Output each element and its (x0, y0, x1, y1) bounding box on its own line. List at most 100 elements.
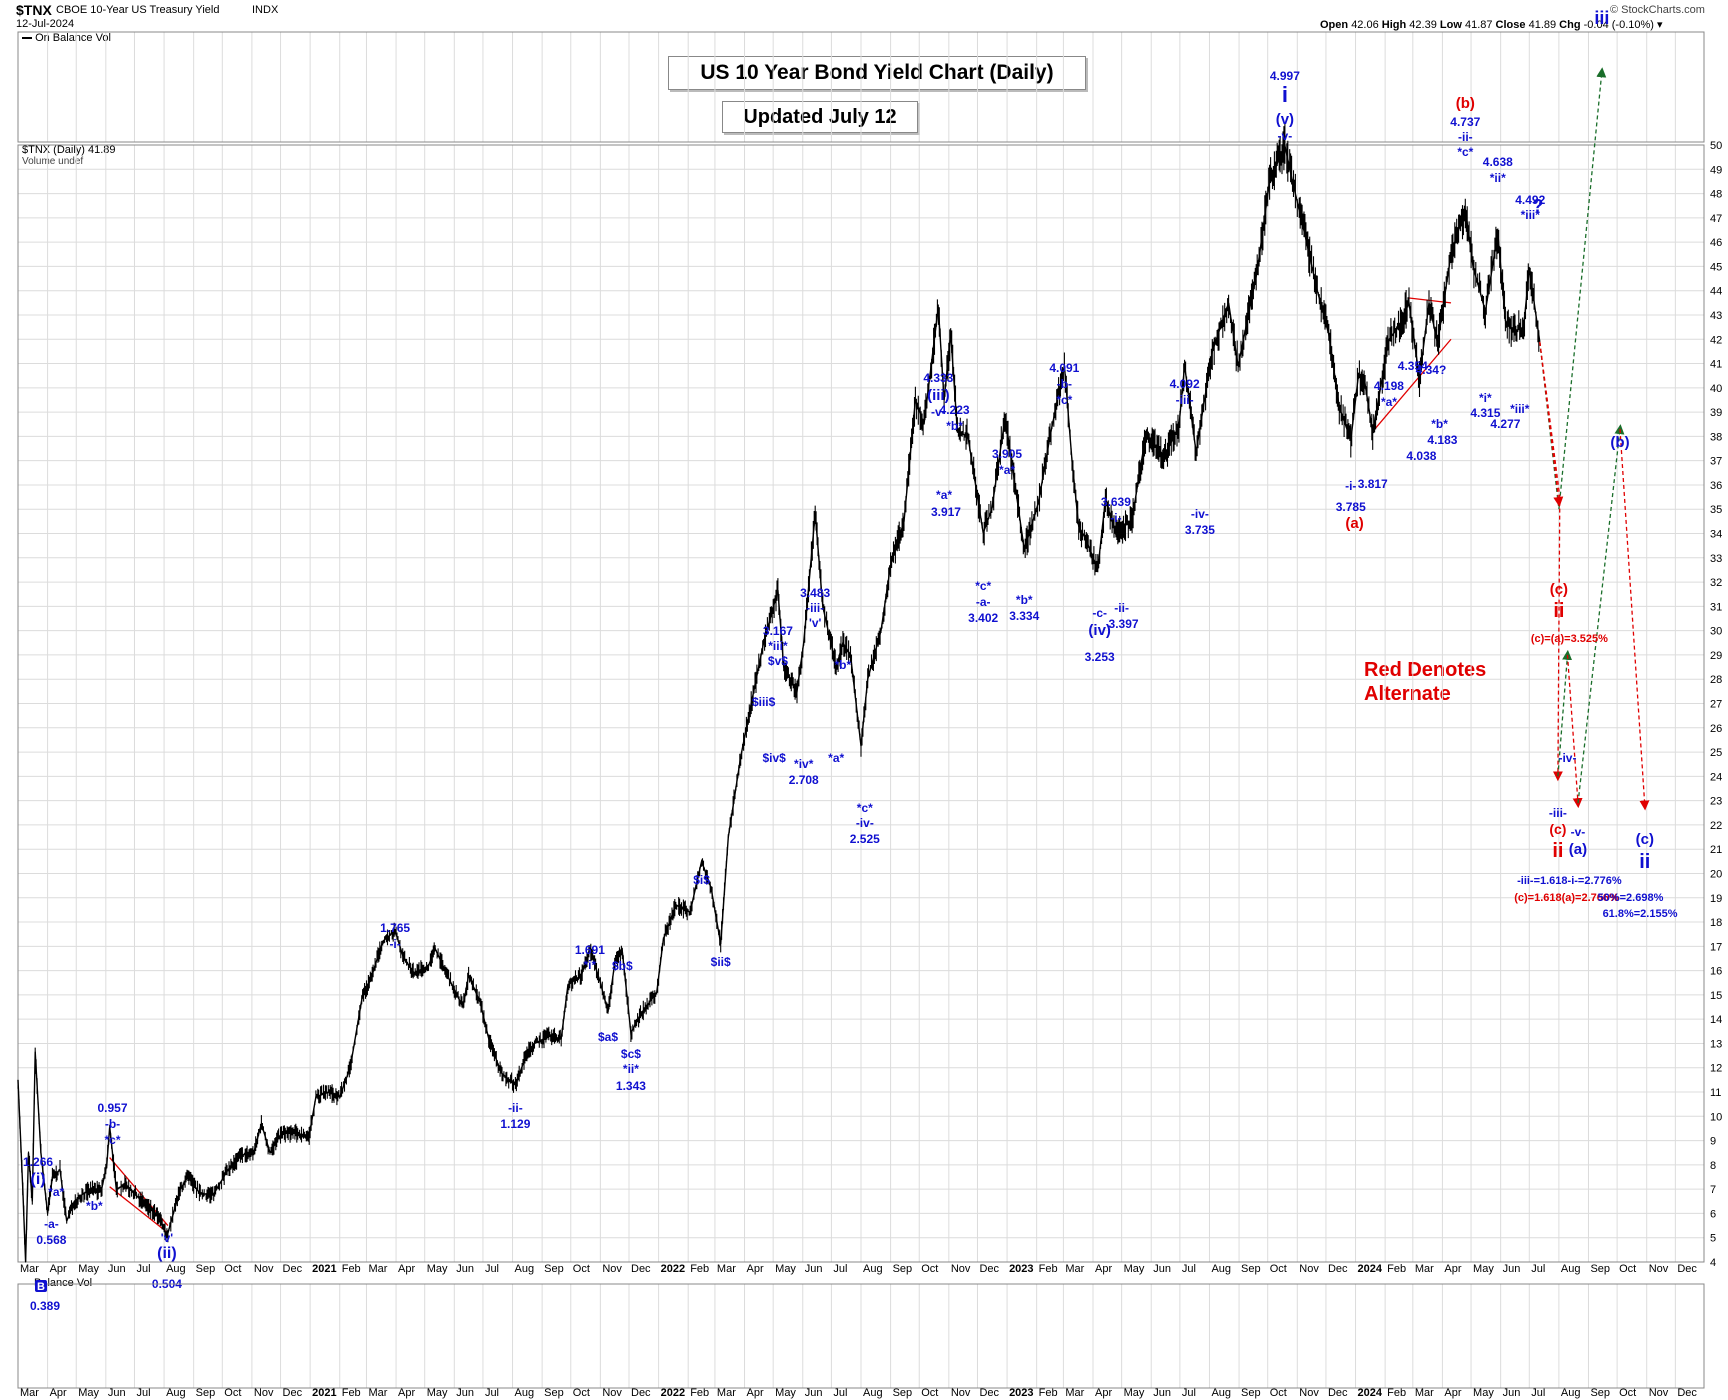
lower-x-tick-label: Apr (50, 1387, 67, 1399)
trendlines (109, 297, 1452, 1234)
x-tick-label: Jul (136, 1263, 150, 1275)
wave-label: 3.167 (763, 624, 793, 638)
wave-label: i (1282, 82, 1288, 107)
wave-label: 4.198 (1374, 379, 1404, 393)
wave-label: -v- (1571, 825, 1586, 839)
lower-x-tick-label: Sep (544, 1387, 564, 1399)
wave-label: -v- (1278, 129, 1293, 143)
x-tick-label: Feb (342, 1263, 361, 1275)
wave-label: ? (1532, 196, 1543, 216)
lower-x-tick-label: Sep (196, 1387, 216, 1399)
x-tick-label: Sep (1590, 1263, 1610, 1275)
high-value: 42.39 (1409, 19, 1437, 31)
y-tick-label: 23 (1710, 796, 1722, 808)
wave-label: 61.8%=2.155% (1603, 908, 1678, 920)
wave-label: 0.568 (36, 1233, 66, 1247)
y-tick-label: 14 (1710, 1014, 1722, 1026)
wave-label: ii (1553, 600, 1564, 622)
projection-red-v (1566, 654, 1583, 809)
lower-x-tick-label: Jun (1503, 1387, 1521, 1399)
x-tick-label: Dec (979, 1263, 999, 1275)
y-tick-label: 42 (1710, 334, 1722, 346)
x-tick-label: Feb (1387, 1263, 1406, 1275)
lower-legend: Balance Vol (34, 1277, 92, 1289)
lower-x-tick-label: Mar (1415, 1387, 1434, 1399)
projection-red-c-ii (1539, 341, 1564, 507)
y-tick-label: 26 (1710, 723, 1722, 735)
y-tick-label: 21 (1710, 844, 1722, 856)
lower-x-tick-label: Dec (1677, 1387, 1697, 1399)
y-tick-label: 18 (1710, 917, 1722, 929)
lower-x-tick-label: Mar (20, 1387, 39, 1399)
wave-label: 'v' (161, 1231, 174, 1245)
x-tick-label: Sep (1241, 1263, 1261, 1275)
wave-label: -ii- (508, 1101, 523, 1115)
wave-label: -i- (1110, 511, 1121, 525)
lower-x-tick-label: Mar (717, 1387, 736, 1399)
x-tick-label: Dec (631, 1263, 651, 1275)
y-tick-label: 45 (1710, 261, 1722, 273)
lower-x-tick-label: Apr (398, 1387, 415, 1399)
low-value: 41.87 (1464, 19, 1493, 31)
lower-x-tick-label: May (1473, 1387, 1494, 1399)
open-label: Open (1320, 19, 1349, 31)
x-tick-label: Jun (108, 1263, 126, 1275)
wave-label: (c) (1550, 581, 1568, 598)
y-tick-label: 29 (1710, 650, 1722, 662)
lower-x-tick-label: Oct (921, 1387, 938, 1399)
lower-x-tick-label: 2024 (1358, 1387, 1383, 1399)
x-tick-label: Mar (1415, 1263, 1434, 1275)
b-badge-icon (35, 1280, 47, 1292)
wave-label: *b* (86, 1199, 103, 1213)
x-tick-label: Nov (1299, 1263, 1319, 1275)
price-series (17, 123, 1541, 1263)
wave-label: 4.038 (1406, 449, 1436, 463)
wave-label: -i- (1345, 479, 1356, 493)
open-value: 42.06 (1351, 19, 1379, 31)
y-tick-label: 24 (1710, 771, 1722, 783)
lower-x-tick-label: Oct (573, 1387, 590, 1399)
ticker-symbol: $TNX (16, 2, 52, 18)
x-tick-label: Feb (690, 1263, 709, 1275)
x-tick-label: Jul (833, 1263, 847, 1275)
lower-x-tick-label: Jul (833, 1387, 847, 1399)
x-tick-label: Apr (1444, 1263, 1461, 1275)
wave-label: 3.917 (931, 505, 961, 519)
lower-panel-frame (17, 1283, 1705, 1389)
wave-label: *b* (946, 419, 963, 433)
lower-x-tick-label: Aug (863, 1387, 883, 1399)
x-tick-label: Jun (805, 1263, 823, 1275)
wave-label: -b- (105, 1117, 120, 1131)
wave-label: (b) (1610, 434, 1629, 451)
lower-x-tick-label: Jun (805, 1387, 823, 1399)
wave-label: -iv- (1191, 507, 1209, 521)
chevron-down-icon[interactable]: ▾ (1657, 19, 1663, 31)
lower-x-tick-label: May (427, 1387, 448, 1399)
wave-label: $iv$ (762, 751, 786, 765)
price-line (17, 143, 1541, 1263)
y-tick-label: 44 (1710, 286, 1722, 298)
x-tick-label: Nov (1649, 1263, 1669, 1275)
wave-label: -iii-=1.618-i-=2.776% (1517, 875, 1622, 887)
lower-x-tick-label: Feb (1387, 1387, 1406, 1399)
wave-label: (c)=1.618(a)=2.766% (1514, 892, 1619, 904)
alternate-note-line-2: Alternate (1364, 683, 1451, 705)
x-tick-label: Sep (893, 1263, 913, 1275)
lower-x-tick-label: Dec (631, 1387, 651, 1399)
wave-label: *iii* (1521, 208, 1541, 222)
lower-x-tick-label: Feb (342, 1387, 361, 1399)
wave-label: -b- (1057, 377, 1072, 391)
wave-label: $c$ (621, 1047, 641, 1061)
lower-x-tick-label: Jun (456, 1387, 474, 1399)
wave-label: 3.253 (1085, 650, 1115, 664)
lower-x-tick-label: Apr (1444, 1387, 1461, 1399)
ohlc-readout: Open 42.06 High 42.39 Low 41.87 Close 41… (1320, 18, 1663, 31)
wave-label: 3.483 (800, 586, 830, 600)
volume-legend: Volume undef (22, 156, 84, 167)
wave-label: $ii$ (711, 955, 731, 969)
b-badge-letter: B (37, 1281, 45, 1293)
wave-label: *b* (1016, 593, 1033, 607)
wave-label: *iii* (1510, 402, 1530, 416)
wave-label: 4.34? (1416, 363, 1447, 377)
